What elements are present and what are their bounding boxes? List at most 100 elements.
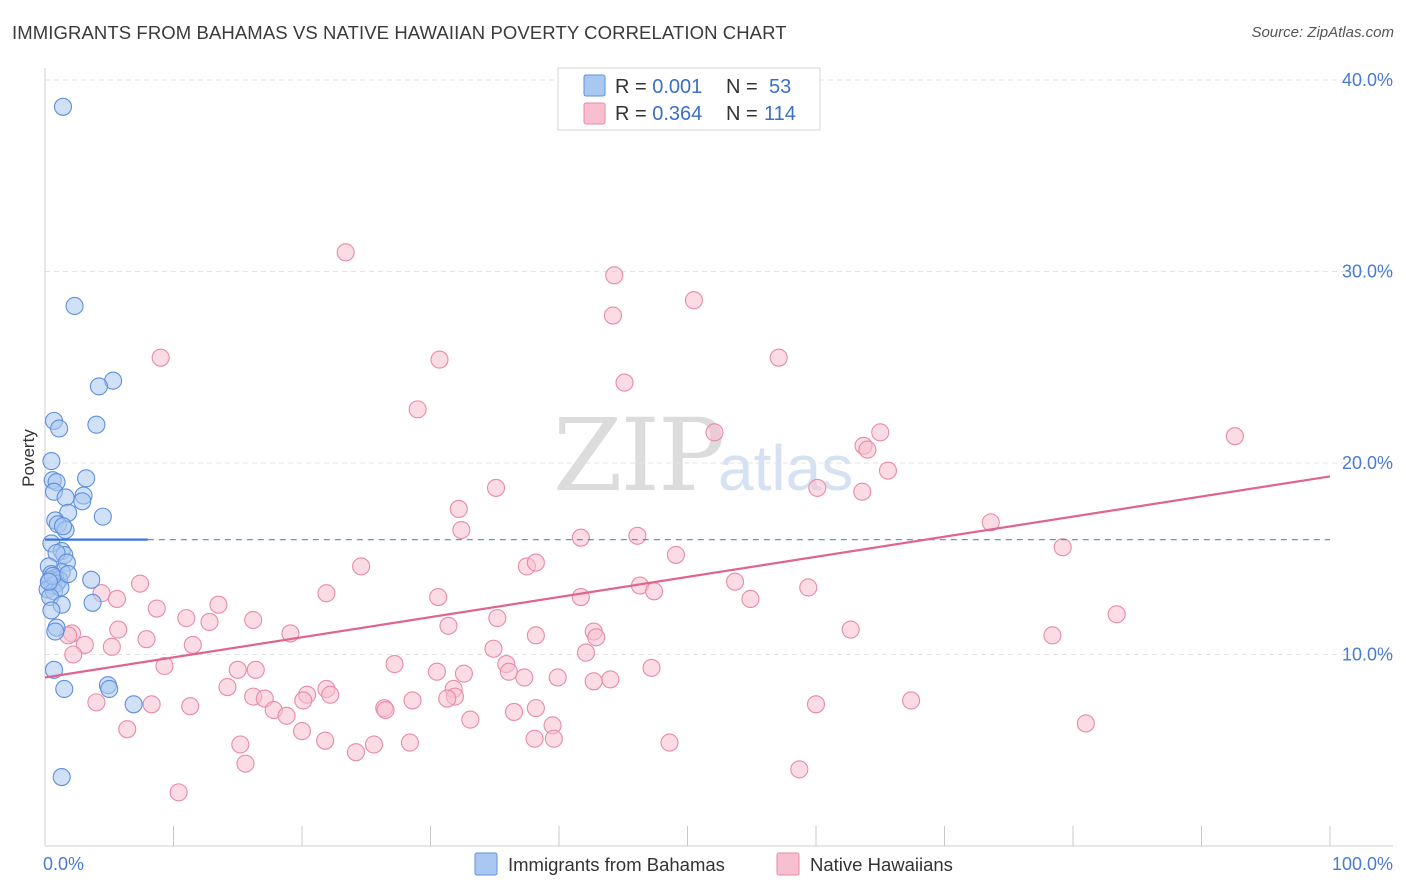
bottom-legend-label-blue: Immigrants from Bahamas	[508, 854, 725, 875]
legend-row-pink: R = 0.364	[615, 103, 702, 125]
native-hawaiians-point-73	[548, 668, 567, 687]
native-hawaiians-point-8	[408, 400, 427, 419]
native-hawaiians-point-39	[209, 595, 228, 614]
native-hawaiians-point-109	[142, 695, 161, 714]
native-hawaiians-point-95	[292, 722, 312, 741]
legend-row-blue-nval: 53	[769, 76, 791, 98]
bahamas-point-6	[87, 415, 106, 434]
trend-line-native-hawaiians	[44, 475, 1331, 679]
x-tick-label-min: 0.0%	[43, 854, 84, 874]
native-hawaiians-point-97	[118, 720, 137, 739]
native-hawaiians-point-54	[1043, 626, 1062, 645]
native-hawaiians-point-36	[741, 589, 760, 609]
native-hawaiians-point-105	[346, 743, 366, 762]
native-hawaiians-point-43	[177, 609, 196, 628]
native-hawaiians-point-62	[64, 645, 83, 664]
native-hawaiians-point-2	[684, 291, 703, 310]
grid-lines	[45, 79, 1393, 655]
series-immigrants-from-bahamas	[38, 97, 143, 787]
bahamas-point-41	[83, 593, 102, 612]
bottom-legend-swatch-pink	[776, 852, 800, 876]
bahamas-point-20	[53, 517, 73, 536]
native-hawaiians-point-24	[666, 545, 685, 564]
native-hawaiians-point-86	[321, 685, 340, 704]
native-hawaiians-point-10	[871, 423, 890, 442]
native-hawaiians-point-96	[316, 731, 335, 750]
native-hawaiians-point-52	[526, 626, 545, 645]
native-hawaiians-point-84	[181, 697, 200, 716]
native-hawaiians-point-9	[705, 423, 724, 442]
bottom-legend-label-pink: Native Hawaiians	[810, 854, 953, 875]
native-hawaiians-point-5	[151, 348, 170, 367]
native-hawaiians-point-77	[218, 678, 237, 697]
native-hawaiians-point-15	[486, 478, 506, 497]
native-hawaiians-point-3	[603, 306, 623, 325]
native-hawaiians-point-72	[515, 668, 534, 687]
native-hawaiians-point-65	[155, 656, 174, 676]
native-hawaiians-point-76	[584, 672, 603, 691]
native-hawaiians-point-18	[449, 499, 468, 519]
native-hawaiians-point-41	[1107, 605, 1126, 624]
bahamas-point-5	[50, 419, 69, 438]
native-hawaiians-point-99	[364, 735, 384, 754]
native-hawaiians-point-71	[642, 658, 661, 677]
native-hawaiians-point-67	[246, 660, 265, 679]
legend: R = 0.001 N = 53 R = 0.364 N = 114	[557, 67, 821, 131]
legend-r-value-pink: 0.364	[652, 103, 702, 125]
legend-row-blue-n: N =	[726, 76, 758, 98]
native-hawaiians-point-14	[878, 461, 898, 480]
bahamas-point-45	[55, 679, 74, 699]
legend-swatch-blue	[583, 74, 606, 97]
legend-n-value-pink: 114	[764, 103, 796, 125]
native-hawaiians-point-74	[601, 670, 620, 689]
watermark-zip: ZIP	[553, 397, 723, 514]
native-hawaiians-point-113	[277, 706, 296, 725]
native-hawaiians-point-1	[605, 266, 624, 285]
native-hawaiians-point-81	[438, 689, 457, 708]
native-hawaiians-point-66	[228, 660, 247, 679]
native-hawaiians-point-89	[403, 691, 422, 710]
x-ticks	[173, 826, 1331, 846]
native-hawaiians-point-31	[799, 578, 818, 597]
bahamas-point-14	[73, 492, 92, 511]
y-tick-label-0: 10.0%	[1342, 645, 1393, 665]
y-tick-label-3: 40.0%	[1342, 70, 1393, 90]
native-hawaiians-point-107	[169, 783, 188, 802]
native-hawaiians-point-70	[499, 662, 518, 681]
watermark-atlas: atlas	[718, 432, 853, 504]
native-hawaiians-point-0	[336, 243, 355, 262]
native-hawaiians-point-61	[576, 643, 596, 662]
native-hawaiians-point-13	[858, 440, 877, 459]
native-hawaiians-point-17	[853, 482, 872, 501]
native-hawaiians-point-7	[615, 373, 634, 392]
bottom-legend-swatch-blue	[474, 852, 498, 876]
legend-n-label-blue: N =	[726, 76, 758, 98]
native-hawaiians-point-68	[427, 662, 446, 681]
native-hawaiians-point-6	[769, 348, 788, 367]
native-hawaiians-point-21	[571, 528, 590, 547]
native-hawaiians-point-29	[131, 574, 150, 593]
native-hawaiians-point-46	[439, 616, 458, 635]
y-axis-label: Poverty	[19, 429, 38, 487]
native-hawaiians-point-60	[484, 639, 503, 658]
native-hawaiians-point-59	[102, 637, 121, 656]
native-hawaiians-point-104	[236, 754, 255, 773]
legend-r-label-blue: R =	[615, 76, 652, 98]
legend-row-pink-n: N =	[726, 103, 758, 125]
native-hawaiians-point-106	[790, 760, 809, 779]
native-hawaiians-point-69	[454, 664, 473, 683]
native-hawaiians-point-45	[200, 612, 219, 631]
bahamas-point-3	[89, 377, 109, 396]
legend-row-blue: R = 0.001	[615, 76, 702, 98]
legend-swatch-pink	[583, 102, 606, 125]
bahamas-point-32	[82, 570, 101, 589]
native-hawaiians-point-58	[183, 635, 202, 654]
bahamas-point-52	[39, 572, 58, 591]
trend-lines	[44, 475, 1331, 679]
native-hawaiians-point-11	[1225, 427, 1244, 446]
native-hawaiians-point-93	[504, 702, 524, 722]
bahamas-point-43	[46, 622, 65, 641]
native-hawaiians-point-16	[808, 478, 827, 497]
native-hawaiians-point-98	[231, 735, 250, 754]
